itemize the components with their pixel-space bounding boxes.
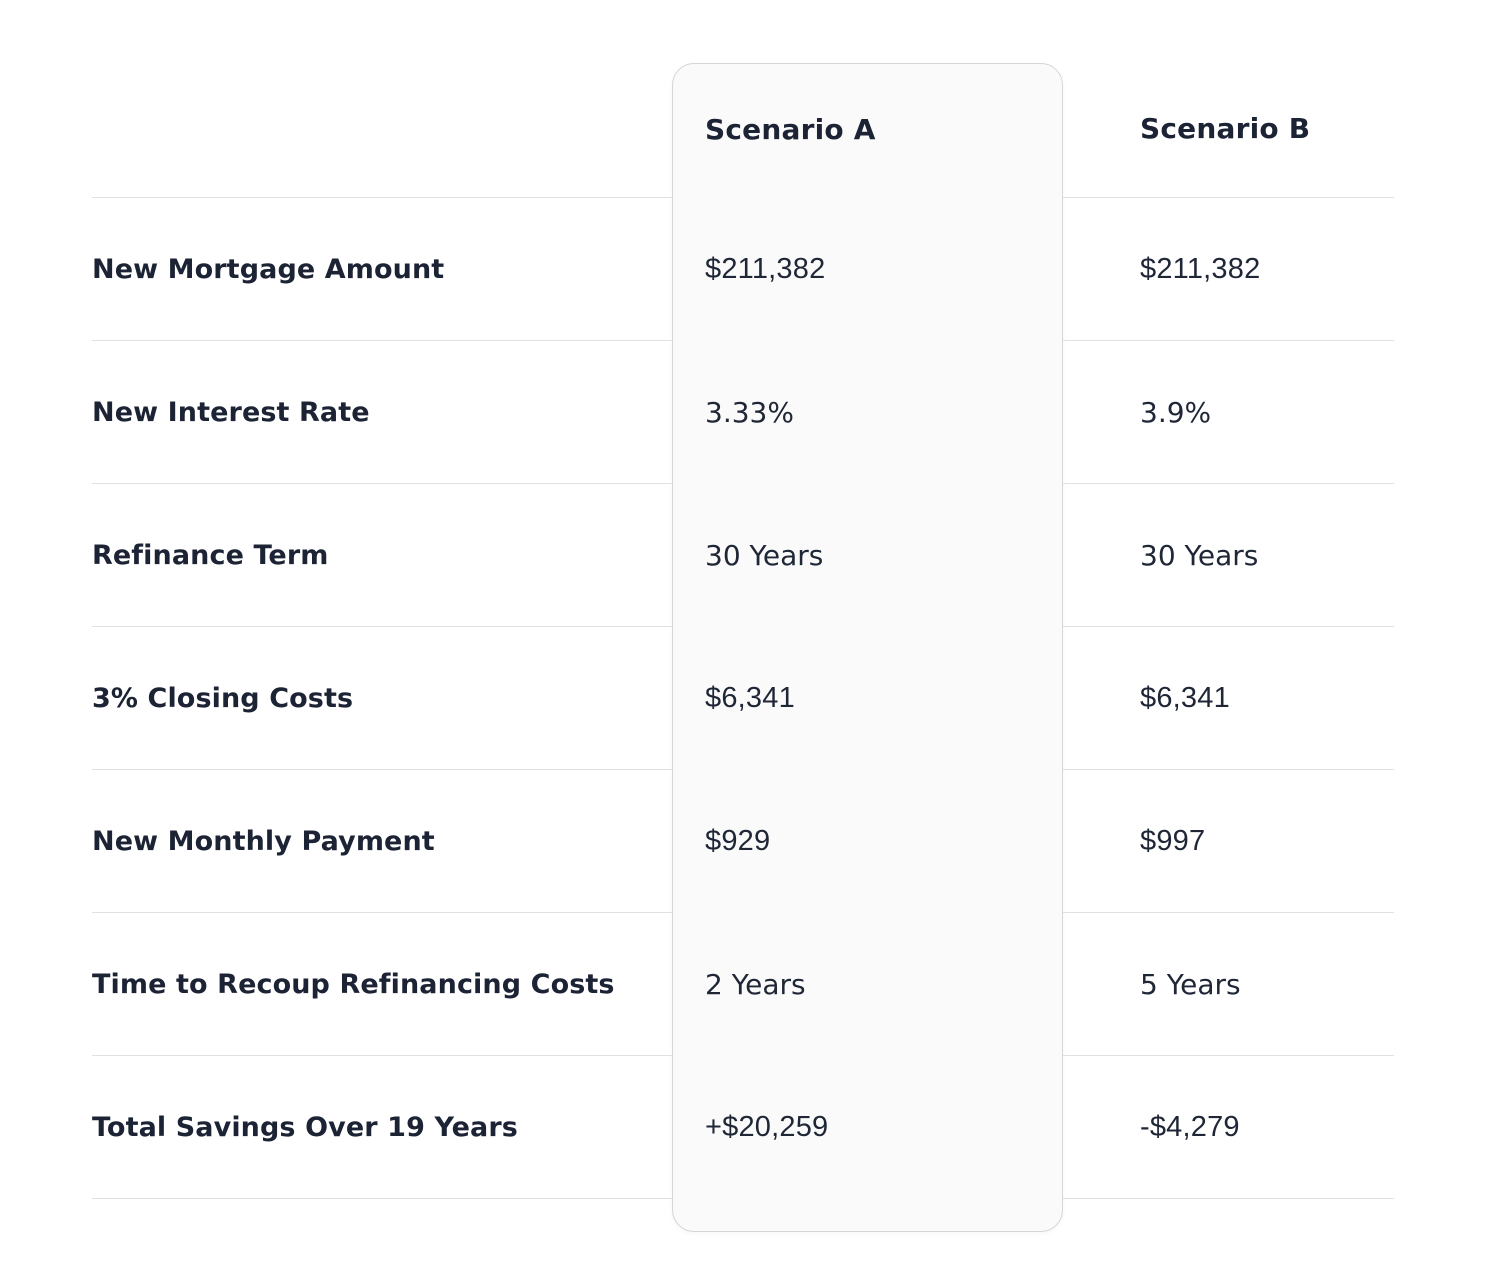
scenario-a-value: $211,382 <box>705 253 826 285</box>
scenario-a-value: +$20,259 <box>705 1111 829 1143</box>
table-header-row: Scenario A Scenario B <box>92 60 1394 198</box>
scenario-b-value: 3.9% <box>1140 395 1212 429</box>
scenario-a-highlight-card <box>672 63 1063 1232</box>
scenario-a-value: 30 Years <box>705 539 824 572</box>
row-label: Refinance Term <box>92 539 329 571</box>
row-label: New Interest Rate <box>92 396 370 428</box>
scenario-b-value: 30 Years <box>1140 538 1259 572</box>
row-label: Time to Recoup Refinancing Costs <box>92 968 615 1000</box>
scenario-b-value: $6,341 <box>1140 681 1230 714</box>
column-header-scenario-a: Scenario A <box>672 60 1063 198</box>
table-row-new-interest-rate: New Interest Rate 3.33% 3.9% <box>92 341 1394 484</box>
table-row-new-mortgage-amount: New Mortgage Amount $211,382 $211,382 <box>92 198 1394 341</box>
table-row-refinance-term: Refinance Term 30 Years 30 Years <box>92 484 1394 627</box>
scenario-b-value: -$4,279 <box>1140 1110 1240 1143</box>
scenario-b-value: $997 <box>1140 824 1206 857</box>
scenario-b-value: $211,382 <box>1140 252 1261 285</box>
row-label: New Mortgage Amount <box>92 253 445 285</box>
header-spacer-cell <box>92 60 672 198</box>
row-label: 3% Closing Costs <box>92 682 354 714</box>
table-row-time-to-recoup: Time to Recoup Refinancing Costs 2 Years… <box>92 913 1394 1056</box>
table-row-closing-costs: 3% Closing Costs $6,341 $6,341 <box>92 627 1394 770</box>
row-label: New Monthly Payment <box>92 825 435 857</box>
scenario-b-header-label: Scenario B <box>1140 112 1311 145</box>
row-label: Total Savings Over 19 Years <box>92 1111 518 1143</box>
comparison-table: Scenario A Scenario B New Mortgage Amoun… <box>92 60 1394 1199</box>
scenario-b-value: 5 Years <box>1140 967 1241 1001</box>
table-row-total-savings: Total Savings Over 19 Years +$20,259 -$4… <box>92 1056 1394 1199</box>
scenario-a-value: $6,341 <box>705 682 795 714</box>
column-header-scenario-b: Scenario B <box>1063 60 1394 198</box>
table-row-new-monthly-payment: New Monthly Payment $929 $997 <box>92 770 1394 913</box>
scenario-a-header-label: Scenario A <box>705 112 876 146</box>
scenario-a-value: $929 <box>705 825 771 857</box>
scenario-a-value: 2 Years <box>705 968 806 1001</box>
scenario-a-value: 3.33% <box>705 396 794 429</box>
